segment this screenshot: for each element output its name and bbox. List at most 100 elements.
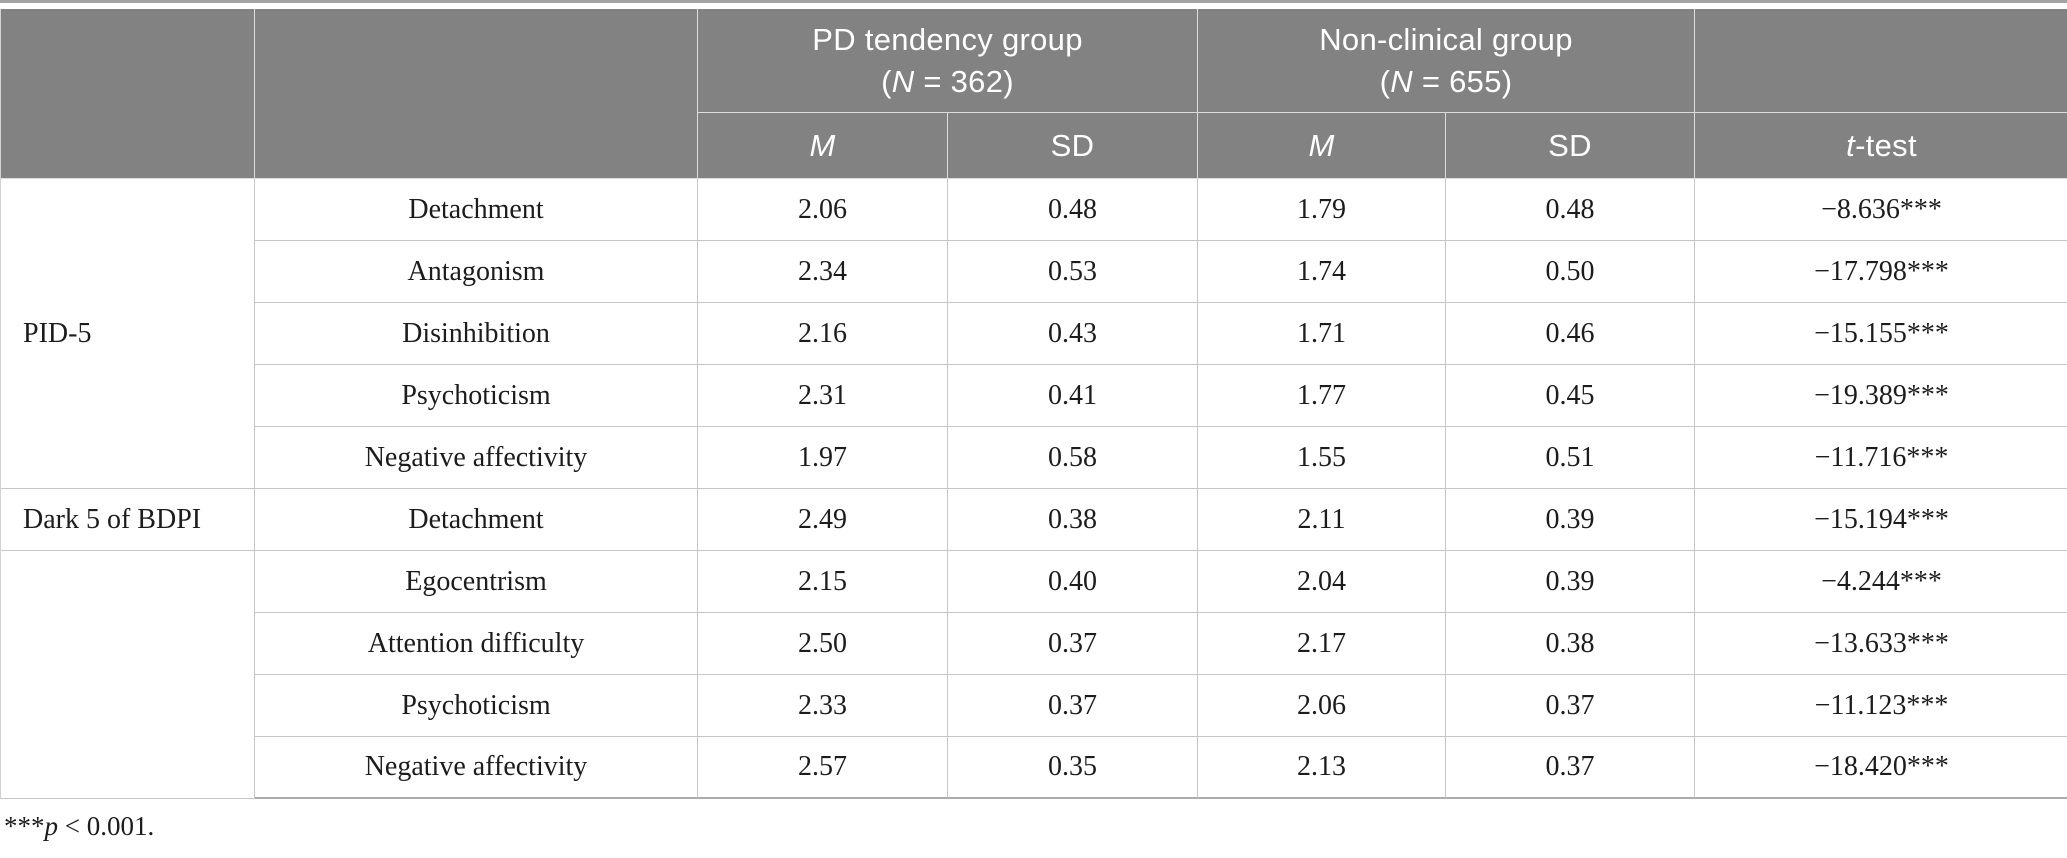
- cell-nc-sd: 0.50: [1446, 241, 1695, 303]
- cell-pd-mean: 2.50: [698, 613, 948, 675]
- significance-stars: ***: [1906, 689, 1949, 721]
- cell-pd-mean: 2.16: [698, 303, 948, 365]
- cell-scale-label: PID-5: [1, 179, 255, 489]
- header-row-stats: M SD M SD t-test: [1, 113, 2067, 179]
- cell-t-test: −19.389***: [1695, 365, 2067, 427]
- cell-domain: Egocentrism: [255, 551, 698, 613]
- cell-domain: Negative affectivity: [255, 427, 698, 489]
- cell-t-test: −15.155***: [1695, 303, 2067, 365]
- significance-stars: ***: [1906, 751, 1949, 782]
- cell-nc-mean: 1.79: [1198, 179, 1446, 241]
- cell-domain: Attention difficulty: [255, 613, 698, 675]
- header-non-clinical-group: Non-clinical group (N = 655): [1198, 9, 1695, 113]
- cell-nc-sd: 0.46: [1446, 303, 1695, 365]
- cell-nc-sd: 0.48: [1446, 179, 1695, 241]
- cell-pd-sd: 0.48: [948, 179, 1198, 241]
- footnote-stars: ***: [4, 811, 45, 841]
- cell-pd-sd: 0.41: [948, 365, 1198, 427]
- cell-nc-sd: 0.37: [1446, 737, 1695, 799]
- table-row: PID-5 Detachment 2.06 0.48 1.79 0.48 −8.…: [1, 179, 2067, 489]
- header-spacer-domain: [255, 9, 698, 179]
- cell-domain: Psychoticism: [255, 365, 698, 427]
- header-spacer-scale: [1, 9, 255, 179]
- cell-nc-mean: 2.06: [1198, 675, 1446, 737]
- cell-pd-sd: 0.37: [948, 675, 1198, 737]
- header-pd-tendency-group: PD tendency group (N = 362): [698, 9, 1198, 113]
- table-body: PID-5 Detachment 2.06 0.48 1.79 0.48 −8.…: [1, 179, 2067, 799]
- cell-nc-sd: 0.38: [1446, 613, 1695, 675]
- cell-domain: Detachment: [255, 179, 698, 241]
- cell-pd-mean: 2.34: [698, 241, 948, 303]
- cell-pd-sd: 0.37: [948, 613, 1198, 675]
- header-nc-mean: M: [1198, 113, 1446, 179]
- cell-domain: Antagonism: [255, 241, 698, 303]
- footnote-threshold: < 0.001.: [58, 811, 155, 841]
- cell-pd-mean: 2.06: [698, 179, 948, 241]
- table-row: Egocentrism 2.15 0.40 2.04 0.39 −4.244**…: [1, 551, 2067, 799]
- table-footnote: ***p < 0.001.: [0, 811, 2067, 842]
- table-row: Negative affectivity 2.57 0.35 2.13 0.37…: [1, 737, 2067, 799]
- cell-pd-mean: 2.57: [698, 737, 948, 799]
- table-header: PD tendency group (N = 362) Non-clinical…: [1, 9, 2067, 179]
- cell-pd-mean: 2.33: [698, 675, 948, 737]
- cell-pd-mean: 2.31: [698, 365, 948, 427]
- cell-nc-sd: 0.39: [1446, 489, 1695, 551]
- cell-nc-mean: 2.04: [1198, 551, 1446, 613]
- cell-t-test: −17.798***: [1695, 241, 2067, 303]
- cell-pd-sd: 0.43: [948, 303, 1198, 365]
- cell-pd-mean: 2.49: [698, 489, 948, 551]
- cell-nc-mean: 1.55: [1198, 427, 1446, 489]
- cell-t-test: −11.123***: [1695, 675, 2067, 737]
- cell-domain: Detachment: [255, 489, 698, 551]
- cell-t-test: −18.420***: [1695, 737, 2067, 799]
- cell-domain: Negative affectivity: [255, 737, 698, 799]
- table-row: Antagonism 2.34 0.53 1.74 0.50 −17.798**…: [1, 241, 2067, 303]
- cell-nc-mean: 2.17: [1198, 613, 1446, 675]
- table-row: Psychoticism 2.31 0.41 1.77 0.45 −19.389…: [1, 365, 2067, 427]
- table-row: Disinhibition 2.16 0.43 1.71 0.46 −15.15…: [1, 303, 2067, 365]
- cell-pd-sd: 0.38: [948, 489, 1198, 551]
- table-top-rule: [0, 0, 2067, 3]
- cell-t-test: −15.194***: [1695, 489, 2067, 551]
- significance-stars: ***: [1906, 503, 1949, 535]
- significance-stars: ***: [1899, 193, 1942, 225]
- cell-domain: Disinhibition: [255, 303, 698, 365]
- cell-t-test: −11.716***: [1695, 427, 2067, 489]
- header-pd-sd: SD: [948, 113, 1198, 179]
- cell-pd-sd: 0.53: [948, 241, 1198, 303]
- table-row: Psychoticism 2.33 0.37 2.06 0.37 −11.123…: [1, 675, 2067, 737]
- header-pd-mean: M: [698, 113, 948, 179]
- cell-t-test: −8.636***: [1695, 179, 2067, 241]
- cell-nc-sd: 0.45: [1446, 365, 1695, 427]
- footnote-p: p: [44, 811, 59, 841]
- table-row: Dark 5 of BDPI Detachment 2.49 0.38 2.11…: [1, 489, 2067, 551]
- cell-nc-sd: 0.51: [1446, 427, 1695, 489]
- cell-nc-sd: 0.39: [1446, 551, 1695, 613]
- header-row-groups: PD tendency group (N = 362) Non-clinical…: [1, 9, 2067, 179]
- significance-stars: ***: [1906, 379, 1949, 411]
- group-n: (N = 362): [881, 63, 1014, 99]
- cell-nc-sd: 0.37: [1446, 675, 1695, 737]
- cell-domain: Psychoticism: [255, 675, 698, 737]
- significance-stars: ***: [1906, 627, 1949, 659]
- cell-nc-mean: 1.77: [1198, 365, 1446, 427]
- significance-stars: ***: [1906, 441, 1949, 473]
- cell-scale-label: Dark 5 of BDPI: [1, 489, 255, 551]
- cell-nc-mean: 1.74: [1198, 241, 1446, 303]
- table-row: Negative affectivity 1.97 0.58 1.55 0.51…: [1, 427, 2067, 489]
- header-ttest: t-test: [1695, 113, 2067, 179]
- cell-scale-label: [1, 551, 255, 799]
- cell-pd-sd: 0.58: [948, 427, 1198, 489]
- group-n: (N = 655): [1379, 63, 1513, 99]
- group-title: Non-clinical group: [1319, 21, 1573, 57]
- significance-stars: ***: [1906, 317, 1949, 349]
- cell-pd-sd: 0.40: [948, 551, 1198, 613]
- significance-stars: ***: [1906, 255, 1949, 287]
- header-spacer-ttest: [1695, 9, 2067, 113]
- table-row: Attention difficulty 2.50 0.37 2.17 0.38…: [1, 613, 2067, 675]
- cell-t-test: −13.633***: [1695, 613, 2067, 675]
- cell-pd-sd: 0.35: [948, 737, 1198, 799]
- cell-nc-mean: 2.11: [1198, 489, 1446, 551]
- group-comparison-table: PD tendency group (N = 362) Non-clinical…: [0, 9, 2067, 799]
